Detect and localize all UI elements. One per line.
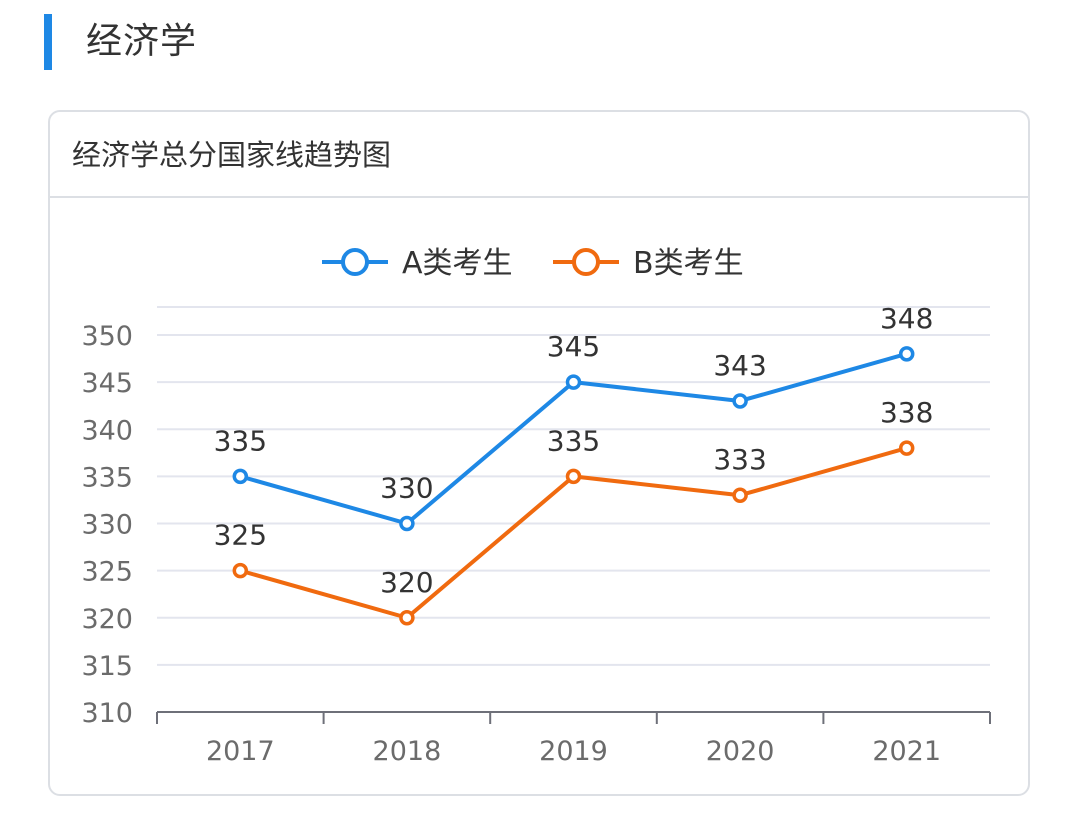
y-tick-label: 310 — [81, 698, 133, 729]
y-tick-label: 330 — [81, 510, 133, 541]
data-label: 325 — [214, 519, 267, 552]
data-label: 335 — [214, 424, 267, 457]
data-point — [232, 468, 249, 485]
y-tick-label: 340 — [81, 415, 133, 446]
x-tick-label: 2021 — [872, 736, 941, 767]
chart-card-title: 经济学总分国家线趋势图 — [72, 138, 392, 172]
data-label: 343 — [713, 349, 766, 382]
x-tick-label: 2018 — [373, 736, 442, 767]
legend-label: A类考生 — [402, 246, 513, 281]
data-label: 345 — [547, 330, 600, 363]
y-tick-label: 350 — [81, 321, 133, 352]
data-label: 348 — [880, 302, 933, 335]
x-tick-label: 2020 — [706, 736, 775, 767]
page-title: 经济学 — [86, 21, 198, 62]
chart-card: 经济学总分国家线趋势图 — [48, 110, 1030, 796]
data-point — [732, 487, 748, 503]
legend-label: B类考生 — [633, 246, 744, 281]
data-label: 333 — [713, 443, 766, 476]
legend-marker — [341, 248, 369, 276]
chart-card-header: 经济学总分国家线趋势图 — [50, 112, 1028, 198]
y-tick-label: 345 — [81, 368, 133, 399]
data-label: 335 — [547, 424, 600, 457]
data-point — [565, 468, 582, 485]
data-point — [232, 562, 249, 579]
data-point — [898, 440, 915, 456]
page-header: 经济学 — [0, 0, 1080, 90]
header-accent-bar — [44, 14, 52, 70]
legend-marker — [572, 248, 600, 276]
data-label: 320 — [380, 566, 433, 599]
y-tick-label: 325 — [81, 557, 133, 588]
x-tick-label: 2019 — [539, 736, 608, 767]
data-point — [565, 374, 582, 390]
data-point — [732, 393, 748, 409]
y-tick-label: 335 — [81, 462, 133, 493]
data-point — [399, 610, 415, 626]
x-tick-label: 2017 — [206, 736, 275, 767]
data-point — [898, 346, 915, 362]
y-tick-label: 320 — [81, 604, 133, 635]
data-point — [399, 515, 415, 532]
y-tick-label: 315 — [81, 651, 133, 682]
data-label: 338 — [880, 396, 933, 429]
data-label: 330 — [380, 472, 433, 505]
